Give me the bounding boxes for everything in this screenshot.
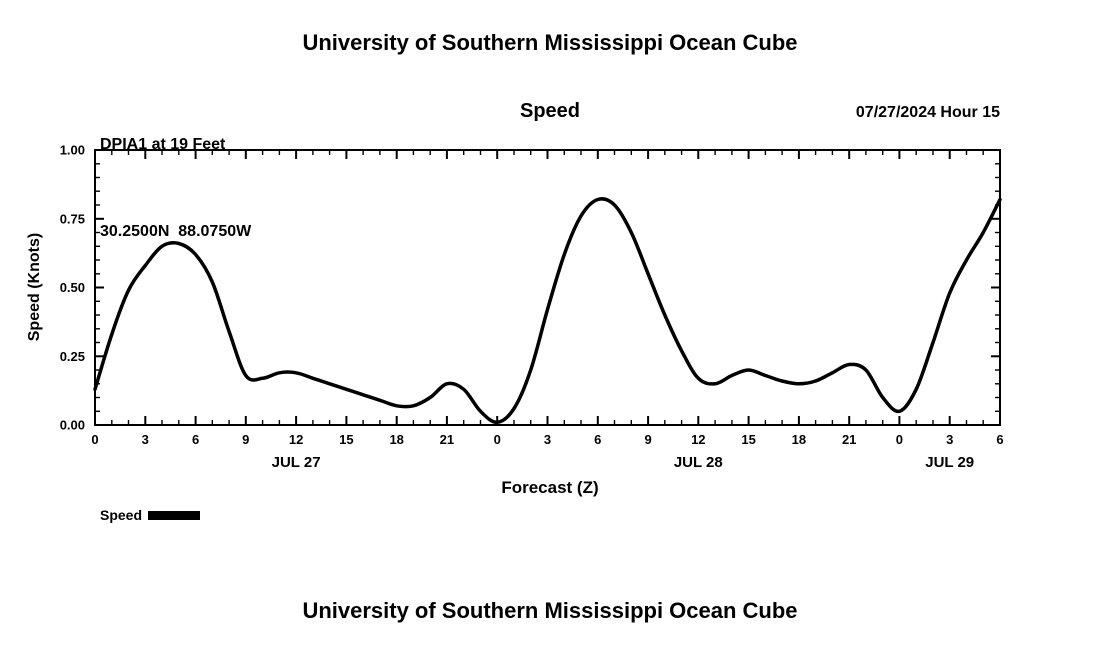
y-tick-label: 0.75: [60, 211, 85, 226]
station-coordinates: 30.2500N 88.0750W: [100, 223, 252, 240]
day-label: JUL 29: [925, 454, 974, 471]
legend-label: Speed: [100, 507, 143, 523]
x-tick-label: 3: [544, 432, 551, 447]
x-tick-label: 6: [192, 432, 199, 447]
chart-title: Speed: [519, 100, 581, 122]
x-axis-label: Forecast (Z): [501, 478, 599, 497]
y-tick-label: 0.25: [60, 349, 85, 364]
x-tick-label: 9: [242, 432, 249, 447]
x-tick-label: 12: [691, 432, 705, 447]
x-tick-label: 18: [389, 432, 403, 447]
x-tick-label: 18: [792, 432, 806, 447]
x-tick-label: 3: [142, 432, 149, 447]
station-name: DPIA1 at 19 Feet: [100, 136, 226, 153]
station-info: DPIA1 at 19 Feet 30.2500N 88.0750W: [100, 72, 251, 304]
x-tick-label: 0: [494, 432, 501, 447]
x-tick-label: 0: [896, 432, 903, 447]
speed-line: [93, 197, 1002, 425]
x-tick-label: 6: [594, 432, 601, 447]
y-tick-label: 0.50: [60, 280, 85, 295]
day-label: JUL 28: [674, 454, 723, 471]
x-tick-label: 0: [91, 432, 98, 447]
x-tick-label: 6: [996, 432, 1003, 447]
run-info: 07/27/2024 Hour 15: [855, 104, 1000, 121]
legend: Speed: [100, 507, 201, 523]
day-label: JUL 27: [272, 454, 321, 471]
page-title: University of Southern Mississippi Ocean…: [302, 30, 798, 55]
x-tick-label: 12: [289, 432, 303, 447]
x-tick-label: 9: [644, 432, 651, 447]
x-tick-label: 15: [339, 432, 353, 447]
y-axis-label: Speed (Knots): [26, 232, 43, 342]
footer-title: University of Southern Mississippi Ocean…: [302, 598, 798, 623]
x-tick-label: 15: [741, 432, 755, 447]
y-tick-label: 1.00: [60, 143, 85, 158]
legend-swatch: [148, 510, 201, 520]
x-tick-label: 21: [440, 432, 454, 447]
y-tick-label: 0.00: [60, 418, 85, 433]
x-tick-label: 21: [842, 432, 856, 447]
x-tick-label: 3: [946, 432, 953, 447]
